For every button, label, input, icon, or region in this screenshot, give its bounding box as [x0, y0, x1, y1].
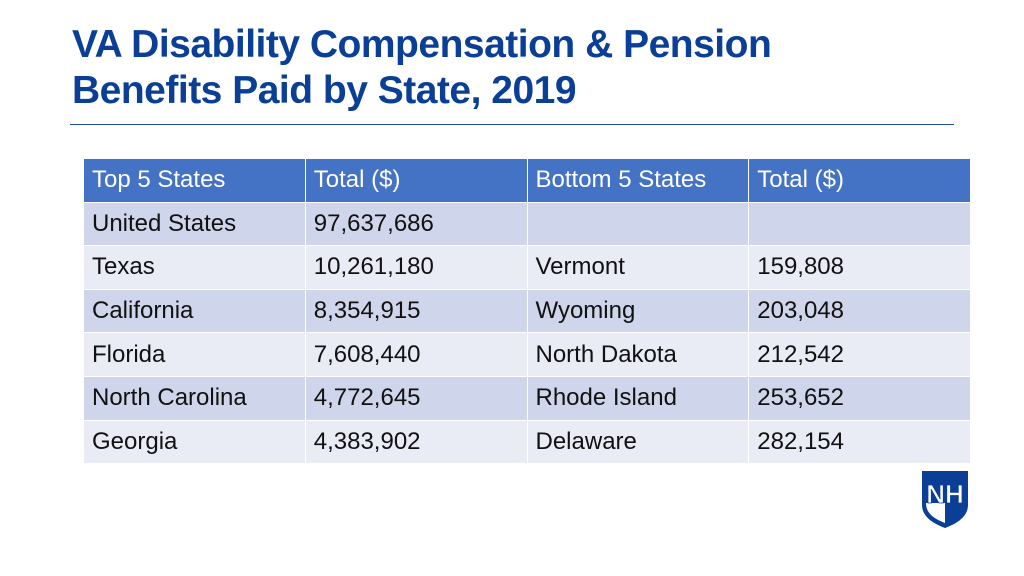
- table-row: California 8,354,915 Wyoming 203,048: [83, 288, 971, 334]
- table-row: Georgia 4,383,902 Delaware 282,154: [83, 419, 971, 465]
- top-state-cell: Florida: [83, 332, 306, 377]
- unh-shield-logo-icon: NH: [922, 471, 968, 528]
- top-state-cell: Georgia: [83, 419, 306, 465]
- table-row: Texas 10,261,180 Vermont 159,808: [83, 245, 971, 290]
- states-table: Top 5 States Total ($) Bottom 5 States T…: [83, 158, 971, 465]
- bottom-state-cell: North Dakota: [526, 332, 750, 377]
- top-total-cell: 8,354,915: [304, 288, 528, 334]
- bottom-total-cell: 203,048: [748, 288, 971, 334]
- bottom-state-cell: [526, 201, 750, 247]
- top-total-cell: 97,637,686: [304, 201, 528, 247]
- bottom-total-cell: 212,542: [748, 332, 971, 377]
- top-total-cell: 7,608,440: [304, 332, 528, 377]
- top-total-cell: 4,383,902: [304, 419, 528, 465]
- bottom-state-cell: Vermont: [526, 245, 750, 290]
- top-state-cell: Texas: [83, 245, 306, 290]
- top-state-cell: California: [83, 288, 306, 334]
- bottom-state-cell: Rhode Island: [526, 375, 750, 421]
- top-total-cell: 10,261,180: [304, 245, 528, 290]
- table-row: Florida 7,608,440 North Dakota 212,542: [83, 332, 971, 377]
- svg-text:NH: NH: [926, 479, 964, 509]
- top-state-cell: North Carolina: [83, 375, 306, 421]
- title-divider: [70, 124, 954, 125]
- table-row: United States 97,637,686: [83, 201, 971, 247]
- header-total-top: Total ($): [304, 158, 528, 203]
- slide-title: VA Disability Compensation & Pension Ben…: [72, 22, 772, 114]
- header-bottom-states: Bottom 5 States: [526, 158, 750, 203]
- top-total-cell: 4,772,645: [304, 375, 528, 421]
- title-line-2: Benefits Paid by State, 2019: [72, 69, 577, 112]
- bottom-total-cell: 282,154: [748, 419, 971, 465]
- bottom-total-cell: 253,652: [748, 375, 971, 421]
- bottom-state-cell: Delaware: [526, 419, 750, 465]
- top-state-cell: United States: [83, 201, 306, 247]
- title-line-1: VA Disability Compensation & Pension: [72, 23, 772, 66]
- header-top-states: Top 5 States: [83, 158, 306, 203]
- table-header-row: Top 5 States Total ($) Bottom 5 States T…: [83, 158, 971, 203]
- bottom-total-cell: 159,808: [748, 245, 971, 290]
- table-row: North Carolina 4,772,645 Rhode Island 253,6…: [83, 375, 971, 421]
- bottom-state-cell: Wyoming: [526, 288, 750, 334]
- bottom-total-cell: [748, 201, 971, 247]
- header-total-bottom: Total ($): [748, 158, 971, 203]
